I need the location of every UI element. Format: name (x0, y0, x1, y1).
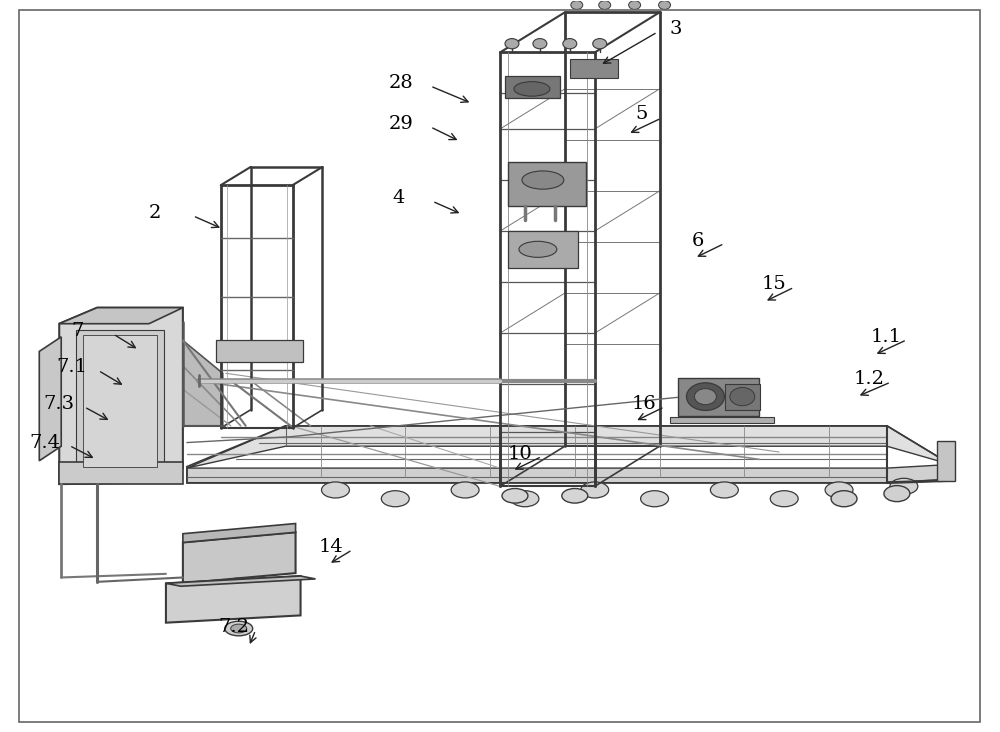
Ellipse shape (581, 482, 609, 498)
Text: 7.1: 7.1 (56, 359, 87, 376)
Polygon shape (187, 426, 951, 468)
Text: 10: 10 (508, 444, 533, 463)
Ellipse shape (381, 490, 409, 507)
Polygon shape (59, 307, 183, 484)
Ellipse shape (825, 482, 853, 498)
Text: 16: 16 (632, 395, 656, 413)
Polygon shape (166, 576, 316, 586)
Ellipse shape (710, 482, 738, 498)
Text: 14: 14 (319, 538, 343, 556)
Circle shape (599, 1, 611, 10)
Text: 28: 28 (388, 74, 413, 92)
Bar (570, 59, 618, 78)
Ellipse shape (831, 490, 857, 507)
Ellipse shape (511, 490, 539, 507)
Ellipse shape (502, 488, 528, 503)
Text: 7.2: 7.2 (219, 618, 250, 636)
Ellipse shape (770, 490, 798, 507)
Polygon shape (183, 532, 296, 583)
Ellipse shape (224, 578, 254, 594)
Ellipse shape (225, 621, 253, 636)
Bar (678, 378, 759, 416)
Text: 3: 3 (670, 20, 682, 38)
Text: 5: 5 (636, 105, 648, 124)
Polygon shape (166, 576, 301, 623)
Polygon shape (183, 523, 296, 542)
Ellipse shape (451, 482, 479, 498)
Bar (83, 335, 157, 466)
Text: 2: 2 (149, 204, 161, 222)
Ellipse shape (514, 81, 550, 96)
Bar (508, 162, 586, 206)
Text: 1.1: 1.1 (871, 328, 902, 346)
Polygon shape (59, 462, 183, 484)
Text: 4: 4 (392, 190, 405, 207)
Ellipse shape (519, 242, 557, 258)
Ellipse shape (522, 171, 564, 189)
Polygon shape (183, 340, 223, 426)
Circle shape (533, 39, 547, 49)
Text: 7: 7 (71, 322, 84, 340)
Bar (76, 329, 164, 471)
Bar (670, 417, 774, 423)
Circle shape (505, 39, 519, 49)
Text: 7.3: 7.3 (43, 395, 74, 413)
Circle shape (563, 39, 577, 49)
Bar (725, 384, 760, 410)
Text: 15: 15 (761, 275, 786, 294)
Ellipse shape (686, 383, 724, 411)
Polygon shape (39, 337, 61, 461)
Bar (505, 76, 560, 97)
Ellipse shape (890, 478, 918, 494)
Circle shape (571, 1, 583, 10)
Ellipse shape (884, 485, 910, 501)
Text: 1.2: 1.2 (854, 370, 885, 388)
Ellipse shape (641, 490, 669, 507)
Ellipse shape (562, 488, 588, 503)
Text: 7.4: 7.4 (29, 433, 60, 452)
Ellipse shape (730, 387, 755, 406)
Bar (216, 340, 303, 362)
Polygon shape (59, 307, 183, 324)
Ellipse shape (231, 624, 247, 633)
Circle shape (659, 1, 671, 10)
Text: 6: 6 (691, 231, 704, 250)
Bar (937, 441, 955, 481)
Ellipse shape (321, 482, 349, 498)
Bar (508, 231, 578, 268)
Circle shape (593, 39, 607, 49)
Polygon shape (187, 464, 951, 482)
Circle shape (629, 1, 641, 10)
Ellipse shape (694, 389, 716, 405)
Text: 29: 29 (388, 115, 413, 133)
